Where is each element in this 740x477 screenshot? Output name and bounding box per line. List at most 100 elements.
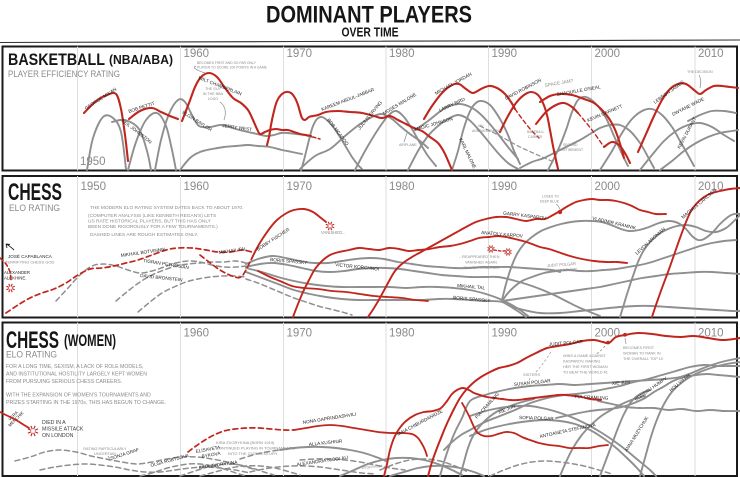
svg-text:JUDIT POLGÁR: JUDIT POLGÁR [547, 261, 576, 268]
svg-text:2000: 2000 [595, 48, 621, 60]
svg-text:CHESS: CHESS [6, 327, 59, 354]
svg-text:JOSÉ CAPABLANCA: JOSÉ CAPABLANCA [8, 253, 53, 259]
svg-text:WOMAN TO RANK IN: WOMAN TO RANK IN [623, 352, 661, 356]
svg-text:1980: 1980 [389, 181, 415, 193]
svg-text:XIE JUN: XIE JUN [612, 379, 630, 386]
svg-text:AND INSTITUTIONAL HOSTILITY LA: AND INSTITUTIONAL HOSTILITY LARGELY KEPT… [6, 372, 147, 378]
svg-text:1960: 1960 [184, 181, 210, 193]
svg-text:GARRY KASPAROV: GARRY KASPAROV [503, 211, 547, 221]
svg-text:1980: 1980 [389, 48, 415, 60]
svg-text:1970: 1970 [287, 181, 313, 193]
svg-text:HE HAD PROBLEMS.: HE HAD PROBLEMS. [462, 266, 500, 270]
svg-text:US RATE HISTORICAL PLAYERS, BU: US RATE HISTORICAL PLAYERS, BUT THIS HAS… [88, 219, 212, 225]
svg-text:RATING PARTICULARLY: RATING PARTICULARLY [83, 447, 127, 451]
svg-text:BORIS SPASSKY: BORIS SPASSKY [270, 257, 309, 265]
svg-text:ZVORYKINA: ZVORYKINA [362, 464, 384, 470]
svg-text:PLAYER TO SCORE 100 POINTS IN: PLAYER TO SCORE 100 POINTS IN A GAME [197, 66, 268, 70]
svg-text:BASEBALL: BASEBALL [527, 130, 544, 134]
svg-text:IN THE NBA: IN THE NBA [203, 92, 224, 96]
svg-text:(COMPUTER ANALYSIS (LIKE KENNE: (COMPUTER ANALYSIS (LIKE KENNETH REGAN'S… [88, 213, 216, 219]
svg-text:TO BEAT THE WORLD #1: TO BEAT THE WORLD #1 [563, 371, 608, 375]
svg-text:DOMINANT PLAYERS: DOMINANT PLAYERS [266, 2, 472, 29]
svg-text:BEEN DONE RIGOROUSLY FOR A FEW: BEEN DONE RIGOROUSLY FOR A FEW TOURNAMEN… [88, 224, 218, 230]
svg-text:ANNOUNCEMENT: ANNOUNCEMENT [472, 129, 501, 133]
svg-text:1960: 1960 [184, 328, 210, 340]
svg-text:1950: 1950 [81, 181, 107, 193]
svg-text:ON LONDON: ON LONDON [42, 433, 74, 439]
svg-text:SISTERS: SISTERS [523, 372, 540, 377]
svg-text:WITH THE EXPANSION OF WOMEN'S: WITH THE EXPANSION OF WOMEN'S TOURNAMENT… [6, 393, 151, 399]
svg-text:1990: 1990 [492, 181, 518, 193]
svg-text:VANISHED AGAIN.: VANISHED AGAIN. [465, 261, 498, 265]
svg-text:MIKHAIL TAL: MIKHAIL TAL [457, 283, 486, 290]
svg-text:SPACE JAM?: SPACE JAM? [544, 78, 574, 88]
svg-text:CONTINUED PLAYING IN TOURNAMEN: CONTINUED PLAYING IN TOURNAMENTS [216, 446, 295, 451]
svg-text:MISSILE ATTACK: MISSILE ATTACK [42, 427, 84, 433]
svg-text:MIKHAIL BOTVINNIK: MIKHAIL BOTVINNIK [120, 247, 166, 258]
svg-text:ELO RATING: ELO RATING [9, 203, 60, 213]
svg-text:INTO THE 21ST CENTURY: INTO THE 21ST CENTURY [228, 451, 278, 456]
svg-text:TERRIFYING CHESS GOD: TERRIFYING CHESS GOD [5, 260, 54, 265]
svg-text:2010: 2010 [698, 48, 724, 60]
svg-text:BYKOVA: BYKOVA [201, 451, 221, 459]
svg-text:DEEP BLUE: DEEP BLUE [540, 200, 560, 204]
svg-text:HIV: HIV [478, 124, 484, 128]
svg-text:BORIS SPASSKY: BORIS SPASSKY [453, 295, 492, 303]
svg-text:ELISAVETA: ELISAVETA [195, 445, 221, 454]
svg-text:HER THE FIRST WOMAN: HER THE FIRST WOMAN [563, 365, 608, 369]
svg-text:FROM PURSUING SERIOUS CHESS CA: FROM PURSUING SERIOUS CHESS CAREERS. [6, 379, 122, 385]
svg-text:1970: 1970 [287, 48, 313, 60]
svg-text:SECOND: SECOND [563, 143, 578, 147]
svg-text:(NBA/ABA): (NBA/ABA) [109, 52, 173, 67]
svg-text:UNCERTAIN: UNCERTAIN [94, 452, 116, 456]
svg-text:ELO RATING: ELO RATING [6, 350, 57, 360]
svg-text:DAVID BRONSTEIN: DAVID BRONSTEIN [140, 273, 183, 282]
svg-text:THE DECISION: THE DECISION [687, 70, 713, 74]
svg-text:VICTOR KORCHNOI: VICTOR KORCHNOI [335, 262, 379, 272]
svg-text:SOFIA POLGAR: SOFIA POLGAR [519, 415, 554, 421]
svg-text:...REAPPEARED THEN: ...REAPPEARED THEN [459, 255, 500, 259]
svg-text:PIA CRAMLING: PIA CRAMLING [575, 394, 609, 401]
svg-text:ALEXANDER: ALEXANDER [4, 270, 30, 275]
svg-text:RETIREMENT: RETIREMENT [561, 148, 583, 152]
svg-text:PRIZES STARTING IN THE 1970s,: PRIZES STARTING IN THE 1970s, THIS HAS B… [6, 400, 166, 406]
svg-text:KIRA ZVORYKINA: KIRA ZVORYKINA [198, 459, 238, 469]
svg-text:1970: 1970 [287, 328, 313, 340]
svg-text:1950: 1950 [80, 156, 106, 168]
svg-text:KIRA ZVORYKINA (BORN 1919): KIRA ZVORYKINA (BORN 1919) [216, 440, 275, 445]
svg-text:ALLA KUSHNIR: ALLA KUSHNIR [309, 438, 344, 447]
svg-text:(WOMEN): (WOMEN) [64, 331, 116, 350]
svg-text:AIRPLANE: AIRPLANE [399, 143, 417, 147]
svg-text:(SEE BELOW): (SEE BELOW) [554, 267, 578, 273]
svg-text:BASKETBALL: BASKETBALL [8, 50, 105, 69]
svg-text:LOGO: LOGO [208, 97, 219, 101]
svg-text:VANISHED...: VANISHED... [321, 230, 346, 235]
svg-text:JUDIT POLGAR: JUDIT POLGAR [549, 339, 584, 347]
svg-text:1990: 1990 [492, 48, 518, 60]
svg-text:THE OVERALL TOP 10: THE OVERALL TOP 10 [623, 357, 663, 361]
svg-text:BECOMES FIRST AND SO FAR ONLY: BECOMES FIRST AND SO FAR ONLY [197, 61, 257, 65]
svg-text:THE MODERN ELO RATING SYSTEM D: THE MODERN ELO RATING SYSTEM DATES BACK … [90, 205, 243, 211]
svg-text:1990: 1990 [492, 328, 518, 340]
svg-text:SUSAN POLGAR: SUSAN POLGAR [514, 378, 552, 387]
svg-text:DASHED LINES ARE ROUGH ESTIMAT: DASHED LINES ARE ROUGH ESTIMATES ONLY. [90, 232, 198, 238]
svg-text:WINS A GAME AGAINST: WINS A GAME AGAINST [563, 354, 607, 358]
svg-text:2010: 2010 [698, 181, 724, 193]
svg-text:BECOMES FIRST: BECOMES FIRST [623, 346, 655, 350]
svg-text:LOSES TO: LOSES TO [542, 195, 559, 199]
svg-text:CAREER: CAREER [528, 135, 543, 139]
svg-text:2000: 2000 [595, 328, 621, 340]
svg-text:KASPAROV, MAKING: KASPAROV, MAKING [563, 360, 600, 364]
svg-text:FOR A LONG TIME, SEXISM, A LAC: FOR A LONG TIME, SEXISM, A LACK OF ROLE … [6, 364, 143, 370]
svg-text:ALEKHINE.: ALEKHINE. [4, 276, 26, 281]
svg-text:ANATOLY KARPOV: ANATOLY KARPOV [481, 230, 524, 239]
svg-text:1960: 1960 [184, 48, 210, 60]
svg-text:DIED IN A: DIED IN A [42, 420, 66, 426]
svg-text:JERRY WEST: JERRY WEST [222, 123, 253, 132]
svg-text:XIE JUN: XIE JUN [498, 404, 517, 415]
svg-text:2000: 2000 [595, 181, 621, 193]
svg-text:PLAYER EFFICIENCY RATING: PLAYER EFFICIENCY RATING [8, 69, 120, 79]
svg-text:THE GUY: THE GUY [205, 87, 222, 91]
svg-text:VERA: VERA [7, 410, 19, 422]
svg-text:MIKHAIL TAL: MIKHAIL TAL [218, 246, 247, 255]
